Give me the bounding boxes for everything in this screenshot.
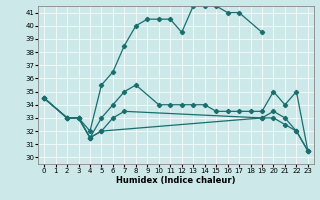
X-axis label: Humidex (Indice chaleur): Humidex (Indice chaleur) — [116, 176, 236, 185]
